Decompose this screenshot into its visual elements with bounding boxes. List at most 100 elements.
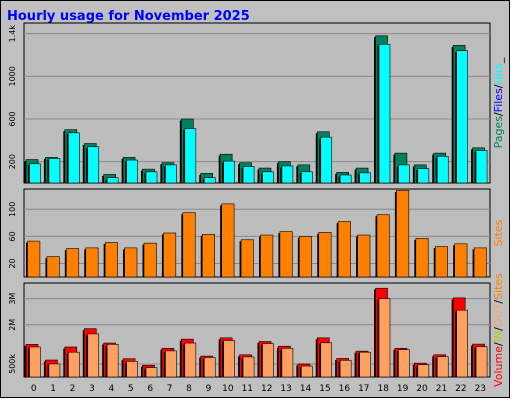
bar-requests-1-14: [301, 171, 313, 184]
bar-requests-1-21: [436, 156, 449, 184]
y-tick-label-requests-0: 200: [8, 154, 17, 169]
bar-sites-0-17: [357, 234, 371, 278]
bar-volume-1-20: [417, 364, 430, 378]
bar-sites-0-16: [337, 221, 351, 278]
bar-sites-0-15: [318, 232, 332, 278]
bar-requests-1-4: [106, 177, 119, 184]
bar-volume-1-9: [203, 357, 216, 378]
y-tick-label-volume-1: 2M: [8, 319, 17, 331]
bar-sites-0-10: [221, 203, 235, 278]
chart-title: Hourly usage for November 2025: [7, 9, 250, 24]
bar-sites-0-5: [124, 247, 138, 278]
x-tick-label-12: 12: [261, 384, 272, 394]
bar-requests-1-19: [398, 164, 410, 184]
x-axis: 0 1 2 3 4 5 6 7 8 9 10 11 12 13 14 15 16 17 18 19 20 21 22 23: [31, 384, 486, 394]
y-axis-label-part-volume-4: OUT: [492, 303, 505, 327]
panel-sites: 20 60 100 Sites: [8, 188, 505, 278]
x-tick-label-7: 7: [167, 384, 173, 394]
bar-sites-0-3: [85, 247, 99, 278]
y-axis-label-part-volume-5: /: [492, 300, 505, 304]
bar-requests-1-8: [184, 128, 197, 184]
y-tick-label-volume-2: 3M: [8, 293, 17, 305]
x-tick-label-6: 6: [147, 384, 153, 394]
y-tick-label-requests-3: 1.4k: [8, 25, 17, 43]
bar-volume-1-3: [87, 333, 100, 378]
bar-volume-1-23: [475, 346, 488, 378]
x-tick-label-5: 5: [128, 384, 134, 394]
bar-requests-1-16: [339, 174, 352, 184]
bar-requests-1-17: [359, 172, 371, 184]
x-tick-label-2: 2: [70, 384, 76, 394]
bar-sites-0-11: [240, 239, 254, 278]
x-tick-label-1: 1: [50, 384, 56, 394]
bar-requests-1-6: [145, 171, 158, 184]
bar-sites-0-19: [396, 190, 410, 278]
bar-volume-1-17: [359, 351, 371, 378]
bar-sites-0-8: [182, 212, 196, 278]
y-axis-label-part-volume-3: /: [492, 327, 505, 331]
bar-sites-0-0: [27, 240, 41, 278]
bar-requests-1-23: [475, 150, 488, 184]
bar-sites-0-6: [143, 242, 157, 278]
x-tick-label-4: 4: [109, 384, 115, 394]
x-tick-label-14: 14: [300, 384, 312, 394]
y-axis-label-part-volume-0: Volume: [492, 346, 505, 387]
bar-requests-1-10: [223, 160, 235, 184]
y-axis-label-part-requests-2: Files: [492, 88, 505, 112]
y-axis-label-part-requests-3: /: [492, 84, 505, 88]
y-tick-label-sites-1: 60: [8, 231, 17, 241]
bar-volume-1-10: [223, 340, 235, 378]
x-tick-label-3: 3: [89, 384, 95, 394]
y-axis-label-requests: Pages/Files/Hits_: [492, 57, 505, 148]
x-tick-label-10: 10: [222, 384, 234, 394]
x-tick-label-22: 22: [455, 384, 466, 394]
y-axis-label-part-volume-1: /: [492, 342, 505, 346]
bar-requests-1-12: [262, 171, 274, 184]
bar-requests-1-20: [417, 168, 430, 184]
bar-volume-1-1: [48, 363, 61, 378]
y-axis-label-sites: Sites: [492, 219, 505, 246]
chart-panels: 20060010001.4kPages/Files/Hits_2060100Si…: [8, 22, 505, 387]
bar-volume-1-8: [184, 342, 197, 378]
y-axis-label-part-requests-1: /: [492, 112, 505, 116]
x-tick-label-8: 8: [186, 384, 192, 394]
bar-volume-1-0: [29, 346, 41, 378]
bar-requests-1-22: [456, 50, 468, 184]
bar-requests-1-13: [281, 165, 294, 184]
bar-requests-1-2: [68, 132, 80, 184]
bar-sites-0-18: [376, 214, 390, 278]
y-tick-label-volume-0: 500k: [8, 354, 17, 374]
x-tick-label-17: 17: [358, 384, 369, 394]
y-axis-label-part-requests-5: _: [492, 57, 505, 64]
x-tick-label-0: 0: [31, 384, 37, 394]
x-tick-label-21: 21: [436, 384, 447, 394]
y-axis-label-part-sites-0: Sites: [492, 219, 505, 246]
bar-requests-1-18: [378, 44, 391, 184]
bar-requests-1-3: [87, 146, 100, 184]
bar-volume-1-7: [165, 350, 177, 378]
bar-requests-1-9: [203, 177, 216, 184]
bar-requests-1-0: [29, 163, 41, 184]
y-axis-label-part-requests-0: Pages: [492, 116, 505, 149]
x-tick-label-20: 20: [416, 384, 428, 394]
bar-sites-0-21: [434, 246, 448, 278]
bar-volume-1-12: [262, 343, 274, 378]
y-tick-label-requests-2: 1000: [8, 66, 17, 86]
bar-volume-1-4: [106, 344, 119, 378]
bar-sites-0-7: [163, 232, 177, 278]
bar-sites-0-22: [454, 243, 468, 278]
bar-requests-1-11: [242, 166, 255, 184]
x-tick-label-19: 19: [397, 384, 409, 394]
bar-requests-1-7: [165, 164, 177, 184]
bar-sites-0-12: [260, 234, 274, 278]
x-tick-label-18: 18: [377, 384, 389, 394]
bar-sites-0-14: [299, 236, 313, 278]
y-axis-label-part-volume-6: Sites: [492, 273, 505, 300]
bar-sites-0-23: [473, 247, 487, 278]
bar-volume-1-16: [339, 359, 352, 378]
bar-requests-1-5: [126, 159, 138, 184]
y-axis-label-part-requests-4: Hits: [492, 63, 505, 85]
y-tick-label-sites-2: 100: [8, 202, 17, 217]
